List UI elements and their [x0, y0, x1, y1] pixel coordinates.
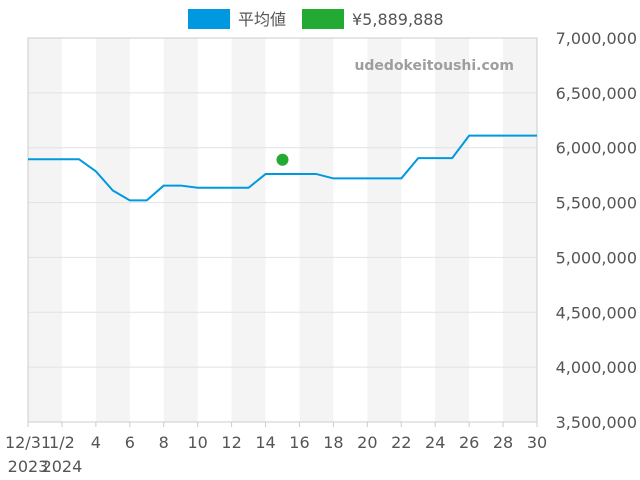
x-tick-label: 8 [159, 433, 169, 452]
grid-lines [28, 37, 537, 423]
legend: 平均値 ¥5,889,888 [188, 9, 444, 29]
background-band [299, 38, 334, 422]
legend-swatch [302, 9, 344, 29]
background-band [95, 38, 130, 422]
x-tick-label: 28 [493, 433, 513, 452]
scatter-point [276, 153, 289, 166]
x-tick-label: 30 [527, 433, 547, 452]
x-tick-label: 26 [459, 433, 479, 452]
x-tick-label: 14 [255, 433, 275, 452]
x-tick-label: 24 [425, 433, 445, 452]
x-tick-label: 16 [289, 433, 309, 452]
y-tick-label: 7,000,000 [556, 29, 637, 48]
plot-border [27, 37, 538, 423]
x-tick-label: 20 [357, 433, 377, 452]
background-band [163, 38, 198, 422]
x-tick-label: 18 [323, 433, 343, 452]
x-tick-label: 12 [221, 433, 241, 452]
y-tick-label: 4,000,000 [556, 358, 637, 377]
x-tick-label: 1/2 [49, 433, 75, 452]
background-band [503, 38, 537, 422]
x-tick-year-label: 2024 [42, 457, 83, 476]
y-tick-label: 6,500,000 [556, 84, 637, 103]
x-tick-label: 4 [91, 433, 101, 452]
y-axis-ticks: 3,500,000 4,000,000 4,500,000 5,000,000 5,50… [556, 29, 637, 432]
x-tick-year-label: 2023 [8, 457, 49, 476]
legend-label: ¥5,889,888 [352, 10, 444, 29]
background-band [367, 38, 402, 422]
background-band [231, 38, 266, 422]
y-tick-label: 5,000,000 [556, 248, 637, 267]
x-tick-label: 22 [391, 433, 411, 452]
y-tick-label: 6,000,000 [556, 139, 637, 158]
background-band [28, 38, 62, 422]
y-tick-label: 4,500,000 [556, 303, 637, 322]
alternating-bands [28, 38, 537, 422]
background-band [435, 38, 470, 422]
average-price-line [28, 134, 537, 202]
watermark: udedokeitoushi.com [354, 58, 514, 74]
y-tick-label: 3,500,000 [556, 413, 637, 432]
series-layer [28, 134, 537, 202]
legend-swatch [188, 9, 230, 29]
legend-label: 平均値 [238, 10, 286, 29]
y-tick-label: 5,500,000 [556, 194, 637, 213]
x-tick-label: 12/31 [5, 433, 51, 452]
x-tick-label: 10 [187, 433, 207, 452]
x-tick-label: 6 [125, 433, 135, 452]
